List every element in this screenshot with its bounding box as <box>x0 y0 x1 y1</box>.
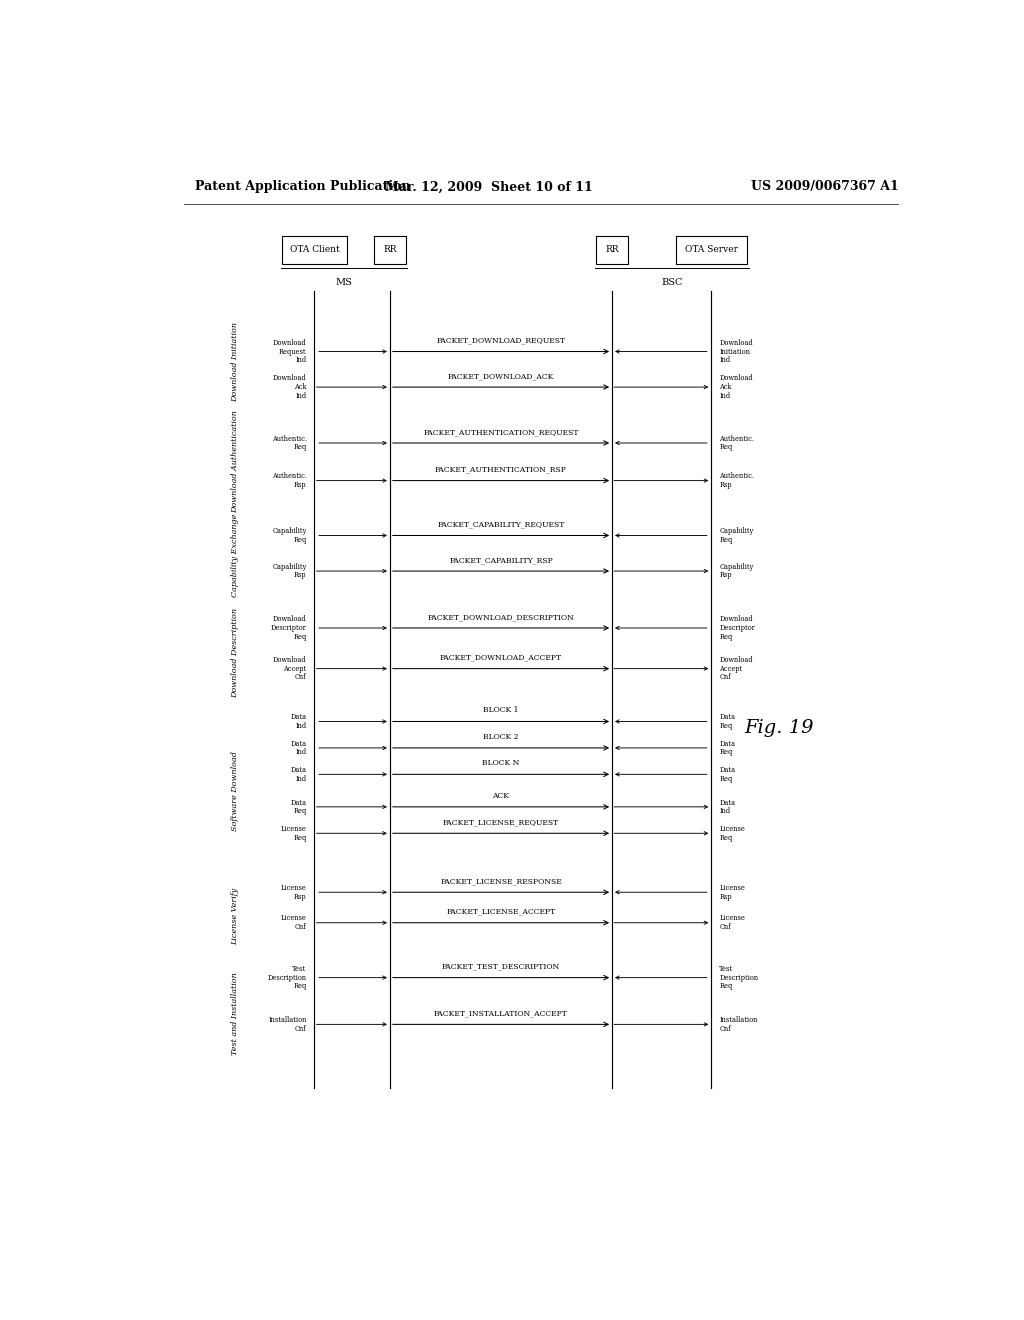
Text: Capability
Rsp: Capability Rsp <box>272 562 306 579</box>
Text: Data
Ind: Data Ind <box>291 739 306 756</box>
Text: PACKET_AUTHENTICATION_RSP: PACKET_AUTHENTICATION_RSP <box>435 466 567 474</box>
Text: PACKET_LICENSE_ACCEPT: PACKET_LICENSE_ACCEPT <box>446 908 556 916</box>
Text: Authentic.
Req: Authentic. Req <box>271 434 306 451</box>
Text: License
Cnf: License Cnf <box>281 915 306 931</box>
Text: PACKET_LICENSE_REQUEST: PACKET_LICENSE_REQUEST <box>442 818 559 826</box>
Text: Download
Request
Ind: Download Request Ind <box>273 339 306 364</box>
Text: Test and Installation: Test and Installation <box>231 972 240 1055</box>
Text: BSC: BSC <box>662 279 683 288</box>
Text: Data
Ind: Data Ind <box>719 799 735 816</box>
Text: PACKET_DOWNLOAD_ACCEPT: PACKET_DOWNLOAD_ACCEPT <box>440 653 562 661</box>
Text: Data
Req: Data Req <box>719 766 735 783</box>
Text: Download Authentication: Download Authentication <box>231 411 240 513</box>
Text: PACKET_AUTHENTICATION_REQUEST: PACKET_AUTHENTICATION_REQUEST <box>423 428 579 436</box>
Text: PACKET_LICENSE_RESPONSE: PACKET_LICENSE_RESPONSE <box>440 876 562 886</box>
Text: BLOCK N: BLOCK N <box>482 759 519 767</box>
Text: Download
Initiation
Ind: Download Initiation Ind <box>719 339 753 364</box>
Text: Data
Req: Data Req <box>719 739 735 756</box>
Text: Download
Descriptor
Req: Download Descriptor Req <box>719 615 755 640</box>
Text: PACKET_INSTALLATION_ACCEPT: PACKET_INSTALLATION_ACCEPT <box>434 1010 568 1018</box>
Text: Installation
Cnf: Installation Cnf <box>719 1016 758 1032</box>
Text: Test
Description
Req: Test Description Req <box>719 965 759 990</box>
Text: Authentic.
Rsp: Authentic. Rsp <box>719 473 755 488</box>
Text: OTA Client: OTA Client <box>290 246 339 255</box>
Text: Data
Ind: Data Ind <box>291 713 306 730</box>
Bar <box>374 236 406 264</box>
Bar <box>596 236 628 264</box>
Text: Software Download: Software Download <box>231 751 240 830</box>
Text: OTA Server: OTA Server <box>685 246 738 255</box>
Text: License
Rsp: License Rsp <box>281 884 306 900</box>
Text: Data
Req: Data Req <box>291 799 306 816</box>
Text: US 2009/0067367 A1: US 2009/0067367 A1 <box>751 181 899 193</box>
Text: PACKET_CAPABILITY_RSP: PACKET_CAPABILITY_RSP <box>450 556 553 564</box>
Text: MS: MS <box>336 279 352 288</box>
Text: BLOCK 2: BLOCK 2 <box>483 733 519 741</box>
Text: License
Req: License Req <box>719 825 745 842</box>
Text: Installation
Cnf: Installation Cnf <box>268 1016 306 1032</box>
Text: RR: RR <box>383 246 396 255</box>
Text: Download
Ack
Ind: Download Ack Ind <box>719 375 753 400</box>
Text: License Verify: License Verify <box>231 888 240 945</box>
Bar <box>282 236 347 264</box>
Text: License
Cnf: License Cnf <box>719 915 745 931</box>
Text: Capability Exchange: Capability Exchange <box>231 513 240 598</box>
Text: Download
Accept
Cnf: Download Accept Cnf <box>719 656 753 681</box>
Text: License
Req: License Req <box>281 825 306 842</box>
Text: RR: RR <box>605 246 618 255</box>
Text: Download
Descriptor
Req: Download Descriptor Req <box>270 615 306 640</box>
Text: Capability
Rsp: Capability Rsp <box>719 562 754 579</box>
Text: Data
Req: Data Req <box>719 713 735 730</box>
Text: Capability
Req: Capability Req <box>272 527 306 544</box>
Text: Capability
Req: Capability Req <box>719 527 754 544</box>
Text: Mar. 12, 2009  Sheet 10 of 11: Mar. 12, 2009 Sheet 10 of 11 <box>385 181 593 193</box>
Text: PACKET_DOWNLOAD_ACK: PACKET_DOWNLOAD_ACK <box>447 372 554 380</box>
Text: Test
Description
Req: Test Description Req <box>267 965 306 990</box>
Text: Data
Ind: Data Ind <box>291 766 306 783</box>
Text: Download Initiation: Download Initiation <box>231 322 240 401</box>
Text: Authentic.
Rsp: Authentic. Rsp <box>271 473 306 488</box>
Text: Download Description: Download Description <box>231 609 240 698</box>
Text: PACKET_CAPABILITY_REQUEST: PACKET_CAPABILITY_REQUEST <box>437 520 564 528</box>
Text: ACK: ACK <box>493 792 510 800</box>
Text: BLOCK 1: BLOCK 1 <box>483 706 519 714</box>
Text: License
Rsp: License Rsp <box>719 884 745 900</box>
Text: PACKET_DOWNLOAD_REQUEST: PACKET_DOWNLOAD_REQUEST <box>436 337 565 345</box>
Text: PACKET_TEST_DESCRIPTION: PACKET_TEST_DESCRIPTION <box>442 962 560 970</box>
Text: Fig. 19: Fig. 19 <box>744 718 813 737</box>
Text: Download
Accept
Cnf: Download Accept Cnf <box>273 656 306 681</box>
Text: PACKET_DOWNLOAD_DESCRIPTION: PACKET_DOWNLOAD_DESCRIPTION <box>428 612 574 620</box>
Bar <box>676 236 746 264</box>
Text: Download
Ack
Ind: Download Ack Ind <box>273 375 306 400</box>
Text: Patent Application Publication: Patent Application Publication <box>196 181 411 193</box>
Text: Authentic.
Req: Authentic. Req <box>719 434 755 451</box>
